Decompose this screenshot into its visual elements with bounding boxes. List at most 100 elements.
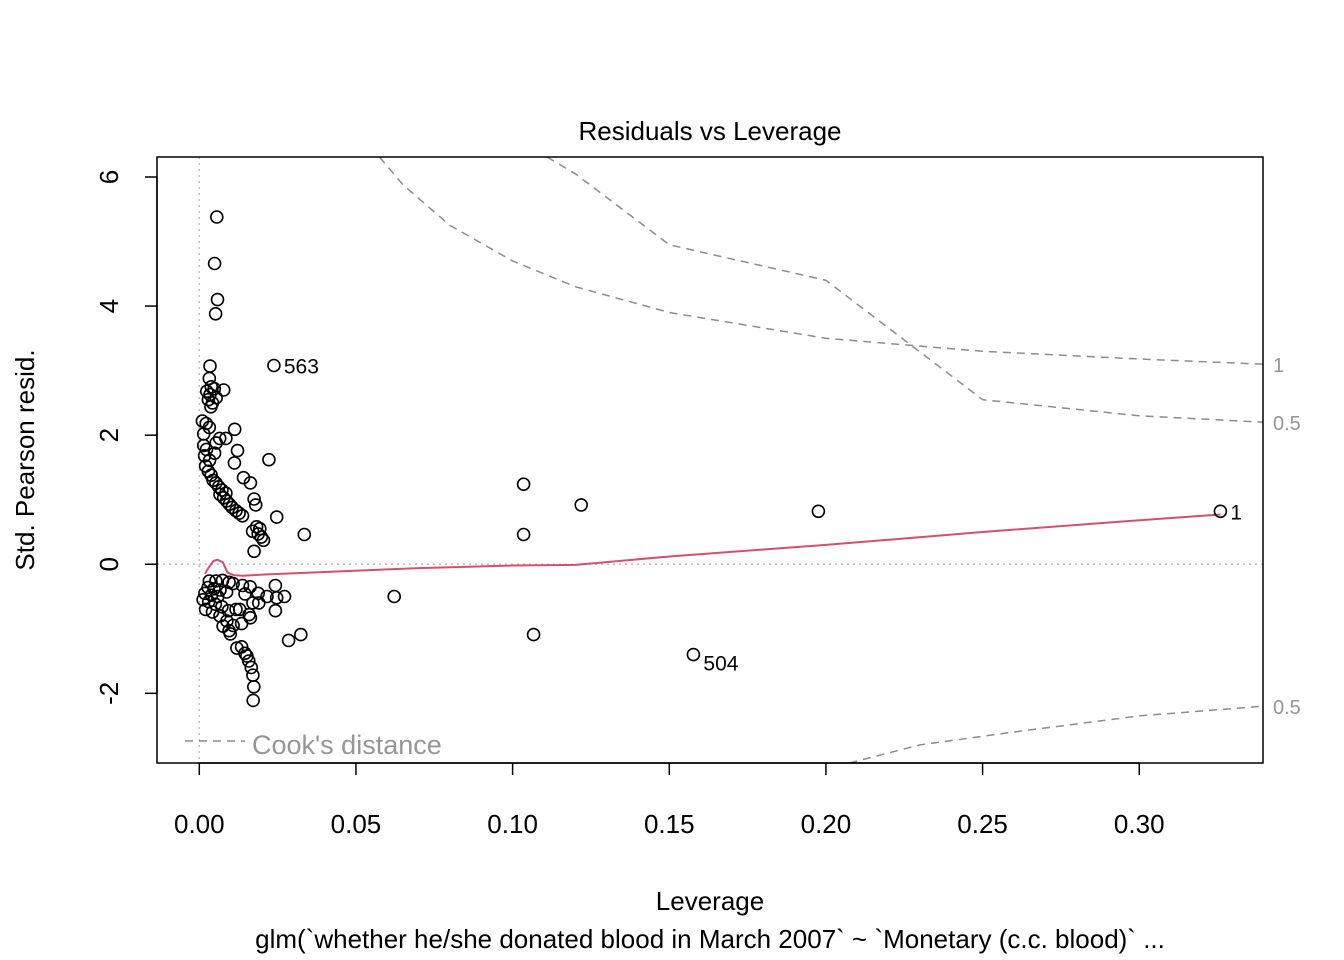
data-point-66 xyxy=(1213,504,1228,519)
cooks-contour-3 xyxy=(849,705,1263,763)
reference-lines xyxy=(157,157,1263,763)
x-tick-label-5: 0.25 xyxy=(957,809,1008,839)
data-point-82 xyxy=(238,587,252,601)
x-axis: 0.00 0.05 0.10 0.15 0.20 0.25 0.30 xyxy=(174,762,1165,839)
data-point-109 xyxy=(281,633,296,648)
cooks-contour-2 xyxy=(546,157,1263,423)
data-point-24 xyxy=(209,436,223,450)
point-labels: 563 504 1 xyxy=(284,355,1242,675)
cooks-contour-label-1: 1 xyxy=(1273,355,1284,377)
x-axis-label: Leverage xyxy=(656,886,764,916)
data-point-18 xyxy=(199,416,213,431)
data-point-1 xyxy=(210,210,224,224)
data-point-79 xyxy=(198,586,212,601)
data-point-105 xyxy=(243,610,258,625)
data-point-98 xyxy=(268,603,283,618)
data-point-10 xyxy=(216,383,231,397)
y-axis-label: Std. Pearson resid. xyxy=(10,349,40,570)
data-point-120 xyxy=(246,693,260,708)
data-point-72 xyxy=(235,578,250,593)
point-label-563: 563 xyxy=(284,355,319,378)
smoother-line xyxy=(204,513,1221,577)
data-point-65 xyxy=(811,504,826,519)
data-point-93 xyxy=(229,602,243,617)
data-point-4 xyxy=(208,306,223,321)
data-point-60 xyxy=(256,533,271,548)
data-points xyxy=(195,210,1228,708)
data-point-20 xyxy=(227,422,242,437)
data-point-8 xyxy=(204,379,218,394)
data-point-64 xyxy=(516,527,531,542)
model-formula-subtitle: glm(`whether he/she donated blood in Mar… xyxy=(255,924,1165,954)
point-label-1: 1 xyxy=(1230,501,1242,524)
data-point-39 xyxy=(243,476,258,490)
x-tick-label-2: 0.10 xyxy=(487,809,538,839)
data-point-53 xyxy=(269,510,284,524)
data-point-117 xyxy=(244,660,259,675)
data-point-99 xyxy=(198,602,213,617)
data-point-5 xyxy=(203,359,217,373)
data-point-114 xyxy=(238,646,252,661)
data-point-58 xyxy=(297,527,312,542)
data-point-71 xyxy=(226,576,240,591)
data-point-2 xyxy=(207,256,222,271)
data-point-116 xyxy=(242,654,256,668)
data-point-14 xyxy=(201,392,216,407)
y-axis: -2 0 2 4 6 xyxy=(94,170,158,705)
data-point-108 xyxy=(223,627,238,641)
data-point-111 xyxy=(526,627,541,642)
data-point-6 xyxy=(267,358,281,373)
data-point-100 xyxy=(205,605,220,619)
data-point-51 xyxy=(232,506,246,521)
data-point-121 xyxy=(686,647,701,662)
data-point-62 xyxy=(516,477,531,492)
data-point-80 xyxy=(204,588,219,603)
y-tick-label-3: 4 xyxy=(94,299,124,313)
chart-title: Residuals vs Leverage xyxy=(578,116,841,146)
x-tick-label-4: 0.20 xyxy=(801,809,852,839)
data-point-74 xyxy=(268,578,283,593)
legend-label: Cook's distance xyxy=(252,730,442,760)
cooks-contour-label-3: 0.5 xyxy=(1273,697,1301,719)
data-point-87 xyxy=(387,589,402,604)
data-point-3 xyxy=(210,292,225,307)
cooks-contour-1 xyxy=(378,157,1263,365)
data-point-32 xyxy=(227,456,242,470)
data-point-94 xyxy=(246,596,260,610)
y-tick-label-2: 2 xyxy=(94,428,124,442)
data-point-86 xyxy=(269,590,284,605)
data-point-104 xyxy=(234,616,249,631)
data-point-59 xyxy=(254,530,269,544)
data-point-67 xyxy=(202,574,217,588)
data-point-110 xyxy=(293,627,308,642)
data-point-25 xyxy=(196,438,211,453)
point-label-504: 504 xyxy=(703,653,738,676)
x-tick-label-3: 0.15 xyxy=(644,809,695,839)
data-point-88 xyxy=(196,592,210,607)
data-point-48 xyxy=(248,498,263,512)
cooks-contour-label-2: 0.5 xyxy=(1273,413,1301,435)
data-point-29 xyxy=(262,452,276,467)
smoother-group xyxy=(204,513,1221,577)
x-tick-label-0: 0.00 xyxy=(174,809,225,839)
y-tick-label-1: 0 xyxy=(94,557,124,571)
data-point-119 xyxy=(247,679,261,694)
data-point-28 xyxy=(207,446,222,461)
data-point-85 xyxy=(277,589,292,604)
data-point-45 xyxy=(247,492,261,506)
y-tick-label-0: -2 xyxy=(94,682,124,705)
x-tick-label-6: 0.30 xyxy=(1114,809,1165,839)
data-point-16 xyxy=(204,399,218,414)
data-point-27 xyxy=(230,443,245,458)
y-tick-label-4: 6 xyxy=(94,170,124,184)
data-point-52 xyxy=(235,508,250,523)
x-tick-label-1: 0.05 xyxy=(331,809,382,839)
cooks-distance-contours xyxy=(378,157,1263,763)
data-point-11 xyxy=(200,384,214,399)
data-point-61 xyxy=(247,544,261,559)
data-point-95 xyxy=(251,596,266,610)
legend: Cook's distance xyxy=(185,730,442,760)
data-point-22 xyxy=(212,431,227,446)
data-point-63 xyxy=(574,498,589,512)
